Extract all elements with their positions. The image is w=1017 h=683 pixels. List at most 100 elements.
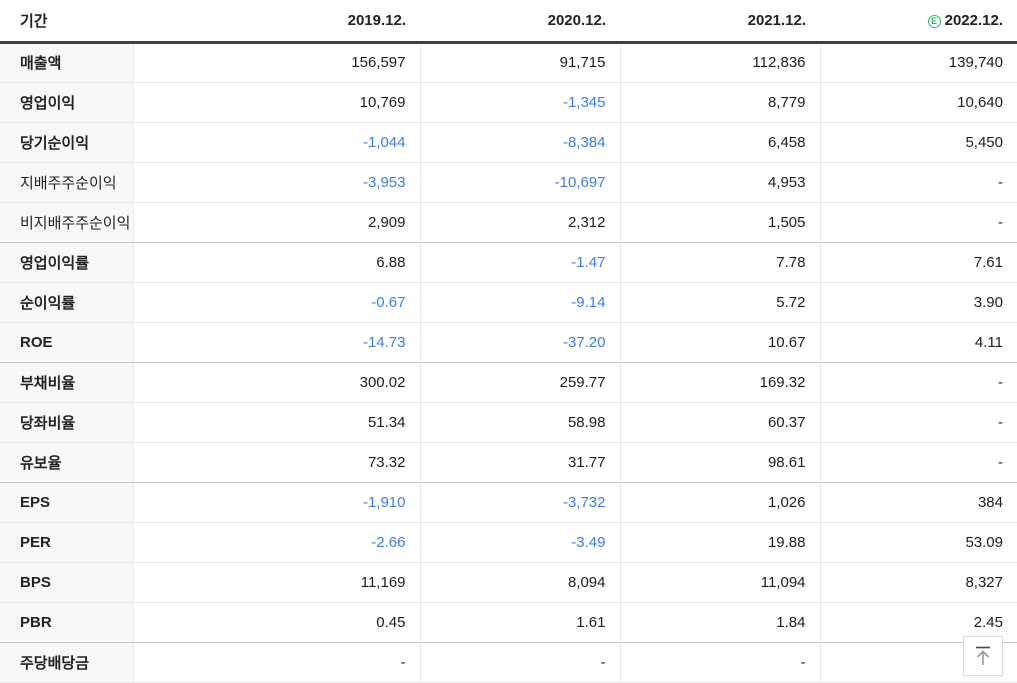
table-row: PBR 0.45 1.61 1.84 2.45 [0, 601, 1017, 642]
value-cell: 6.88 [132, 241, 420, 282]
table-row: 지배주주순이익 -3,953 -10,697 4,953- [0, 161, 1017, 202]
value-cell: - [819, 441, 1017, 482]
table-row: BPS 11,169 8,094 11,094 8,327 [0, 561, 1017, 602]
table-body: 매출액 156,597 91,715 112,836 139,740 영업이익 10,769… [0, 41, 1017, 682]
row-label: 매출액 [0, 41, 133, 82]
value-cell: - [819, 161, 1017, 202]
estimate-icon: E [927, 14, 941, 28]
table-row: ROE -14.73 -37.20 10.67 4.11 [0, 321, 1017, 362]
row-label: 지배주주순이익 [0, 161, 133, 202]
value-cell: 4,953 [619, 161, 820, 202]
value-cell: 3.90 [819, 281, 1017, 322]
row-label: 당좌비율 [0, 401, 133, 442]
row-label: BPS [0, 561, 133, 602]
value-cell: 1,026 [619, 481, 820, 522]
table-row: 영업이익 10,769 -1,345 8,779 10,640 [0, 81, 1017, 122]
value-cell: -1,910 [132, 481, 420, 522]
value-cell: 10.67 [619, 321, 820, 362]
value-cell: 8,094 [419, 561, 620, 602]
value-cell: 51.34 [132, 401, 420, 442]
value-cell: - [819, 201, 1017, 242]
table-row: 당좌비율 51.34 58.98 60.37- [0, 401, 1017, 442]
value-cell: 6,458 [619, 121, 820, 162]
value-cell: -1.47 [419, 241, 620, 282]
value-cell: 1,505 [619, 201, 820, 242]
row-label: EPS [0, 481, 133, 522]
row-label: 주당배당금 [0, 641, 133, 682]
period-header: 기간 [0, 0, 133, 44]
value-cell: -3,732 [419, 481, 620, 522]
row-label: 영업이익 [0, 81, 133, 122]
value-cell: -1,345 [419, 81, 620, 122]
value-cell: -3,953 [132, 161, 420, 202]
value-cell: 19.88 [619, 521, 820, 562]
row-label: 유보율 [0, 441, 133, 482]
value-cell: 139,740 [819, 41, 1017, 82]
value-cell: 5.72 [619, 281, 820, 322]
value-cell: 73.32 [132, 441, 420, 482]
value-cell: - [819, 361, 1017, 402]
table-row: 유보율 73.32 31.77 98.61- [0, 441, 1017, 482]
table-row: 비지배주주순이익 2,909 2,312 1,505- [0, 201, 1017, 242]
value-cell: 91,715 [419, 41, 620, 82]
value-cell: 31.77 [419, 441, 620, 482]
row-label: 당기순이익 [0, 121, 133, 162]
value-cell: 4.11 [819, 321, 1017, 362]
value-cell: -14.73 [132, 321, 420, 362]
value-cell: 10,769 [132, 81, 420, 122]
table-row: PER -2.66 -3.49 19.88 53.09 [0, 521, 1017, 562]
row-label: PBR [0, 601, 133, 642]
value-cell: - [619, 641, 820, 682]
value-cell: -8,384 [419, 121, 620, 162]
value-cell: 1.61 [419, 601, 620, 642]
table-row: 영업이익률 6.88 -1.47 7.78 7.61 [0, 241, 1017, 282]
column-header-2022-estimate: E 2022.12. [820, 0, 1017, 44]
value-cell: -10,697 [419, 161, 620, 202]
value-cell: 2,312 [419, 201, 620, 242]
value-cell: 53.09 [819, 521, 1017, 562]
table-row: 순이익률 -0.67 -9.14 5.72 3.90 [0, 281, 1017, 322]
value-cell: 112,836 [619, 41, 820, 82]
table-row: 매출액 156,597 91,715 112,836 139,740 [0, 41, 1017, 82]
value-cell: -1,044 [132, 121, 420, 162]
value-cell: 1.84 [619, 601, 820, 642]
table-row: 당기순이익 -1,044 -8,384 6,458 5,450 [0, 121, 1017, 162]
table-header-row: 기간 2019.12. 2020.12. 2021.12. E 2022.12. [0, 0, 1017, 44]
value-cell: 5,450 [819, 121, 1017, 162]
value-cell: 60.37 [619, 401, 820, 442]
arrow-up-to-top-icon [976, 646, 990, 665]
value-cell: 8,779 [619, 81, 820, 122]
table-row: 부채비율 300.02 259.77 169.32- [0, 361, 1017, 402]
value-cell: - [419, 641, 620, 682]
scroll-to-top-button[interactable] [963, 636, 1003, 676]
table-row: EPS -1,910 -3,732 1,026 384 [0, 481, 1017, 522]
column-header-2019: 2019.12. [133, 0, 420, 44]
row-label: ROE [0, 321, 133, 362]
table-row: 주당배당금---- [0, 641, 1017, 682]
column-header-2022-label: 2022.12. [944, 11, 1003, 29]
row-label: 비지배주주순이익 [0, 201, 133, 242]
column-header-2021: 2021.12. [620, 0, 820, 44]
row-label: 영업이익률 [0, 241, 133, 282]
value-cell: 169.32 [619, 361, 820, 402]
value-cell: -9.14 [419, 281, 620, 322]
row-label: 순이익률 [0, 281, 133, 322]
value-cell: -37.20 [419, 321, 620, 362]
value-cell: 259.77 [419, 361, 620, 402]
value-cell: - [819, 401, 1017, 442]
value-cell: - [132, 641, 420, 682]
value-cell: 7.78 [619, 241, 820, 282]
value-cell: 98.61 [619, 441, 820, 482]
value-cell: 11,169 [132, 561, 420, 602]
value-cell: 7.61 [819, 241, 1017, 282]
value-cell: -2.66 [132, 521, 420, 562]
value-cell: -0.67 [132, 281, 420, 322]
value-cell: 384 [819, 481, 1017, 522]
value-cell: 58.98 [419, 401, 620, 442]
value-cell: -3.49 [419, 521, 620, 562]
value-cell: 156,597 [132, 41, 420, 82]
value-cell: 10,640 [819, 81, 1017, 122]
value-cell: 2,909 [132, 201, 420, 242]
value-cell: 11,094 [619, 561, 820, 602]
